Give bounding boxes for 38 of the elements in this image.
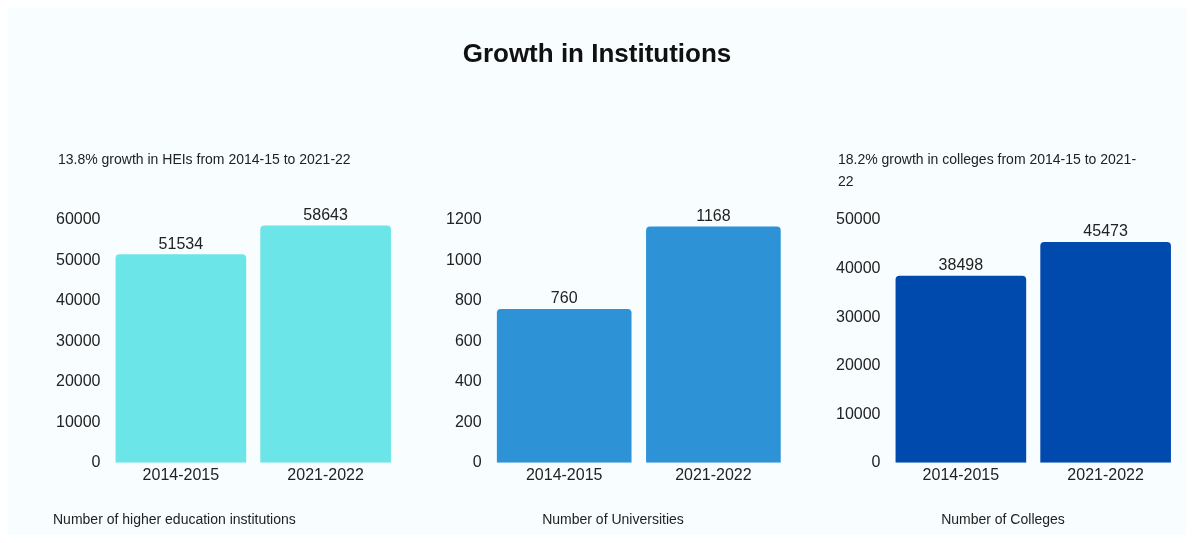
x-axis-title: Number of Universities [541,511,685,527]
x-axis-title: Number of Colleges [940,511,1066,527]
data-label: 760 [550,289,578,307]
y-tick-label: 800 [454,291,482,309]
chart-subtitle: 18.2% growth in colleges from 2014-15 to 2021-22 [838,150,1138,191]
data-label: 1168 [696,206,731,224]
x-tick-label: 2014-2015 [922,465,1000,483]
y-tick-label: 30000 [835,307,881,325]
x-axis-title: Number of higher education institutions [53,511,296,527]
y-tick-label: 10000 [55,412,101,430]
y-tick-label: 20000 [835,356,881,374]
y-tick-label: 10000 [835,404,881,422]
x-tick-label: 2014-2015 [142,465,220,483]
y-tick-label: 400 [454,372,482,390]
text: Growth in Institutions [462,38,732,68]
chart-subtitle: 13.8% growth in HEIs from 2014-15 to 2021-22 [58,150,352,169]
y-tick-label: 60000 [55,210,101,228]
y-tick-label: 1200 [446,210,482,228]
x-tick-label: 2021-2022 [1067,465,1144,483]
y-tick-label: 40000 [835,258,881,276]
y-tick-label: 30000 [55,331,101,349]
y-tick-label: 200 [454,412,482,430]
y-tick-label: 50000 [835,210,881,228]
x-tick-label: 2014-2015 [525,465,603,483]
data-label: 51534 [158,234,204,252]
data-label: 45473 [1083,222,1128,240]
y-tick-label: 0 [91,453,101,471]
x-tick-label: 2021-2022 [675,465,752,483]
y-tick-label: 0 [472,453,482,471]
y-tick-label: 20000 [55,372,101,390]
y-tick-label: 600 [454,331,482,349]
data-label: 38498 [938,256,984,274]
y-tick-label: 50000 [55,250,101,268]
y-tick-label: 40000 [55,291,101,309]
data-label: 58643 [303,205,348,223]
y-tick-label: 0 [871,453,881,471]
y-tick-label: 1000 [446,250,482,268]
x-tick-label: 2021-2022 [287,465,364,483]
